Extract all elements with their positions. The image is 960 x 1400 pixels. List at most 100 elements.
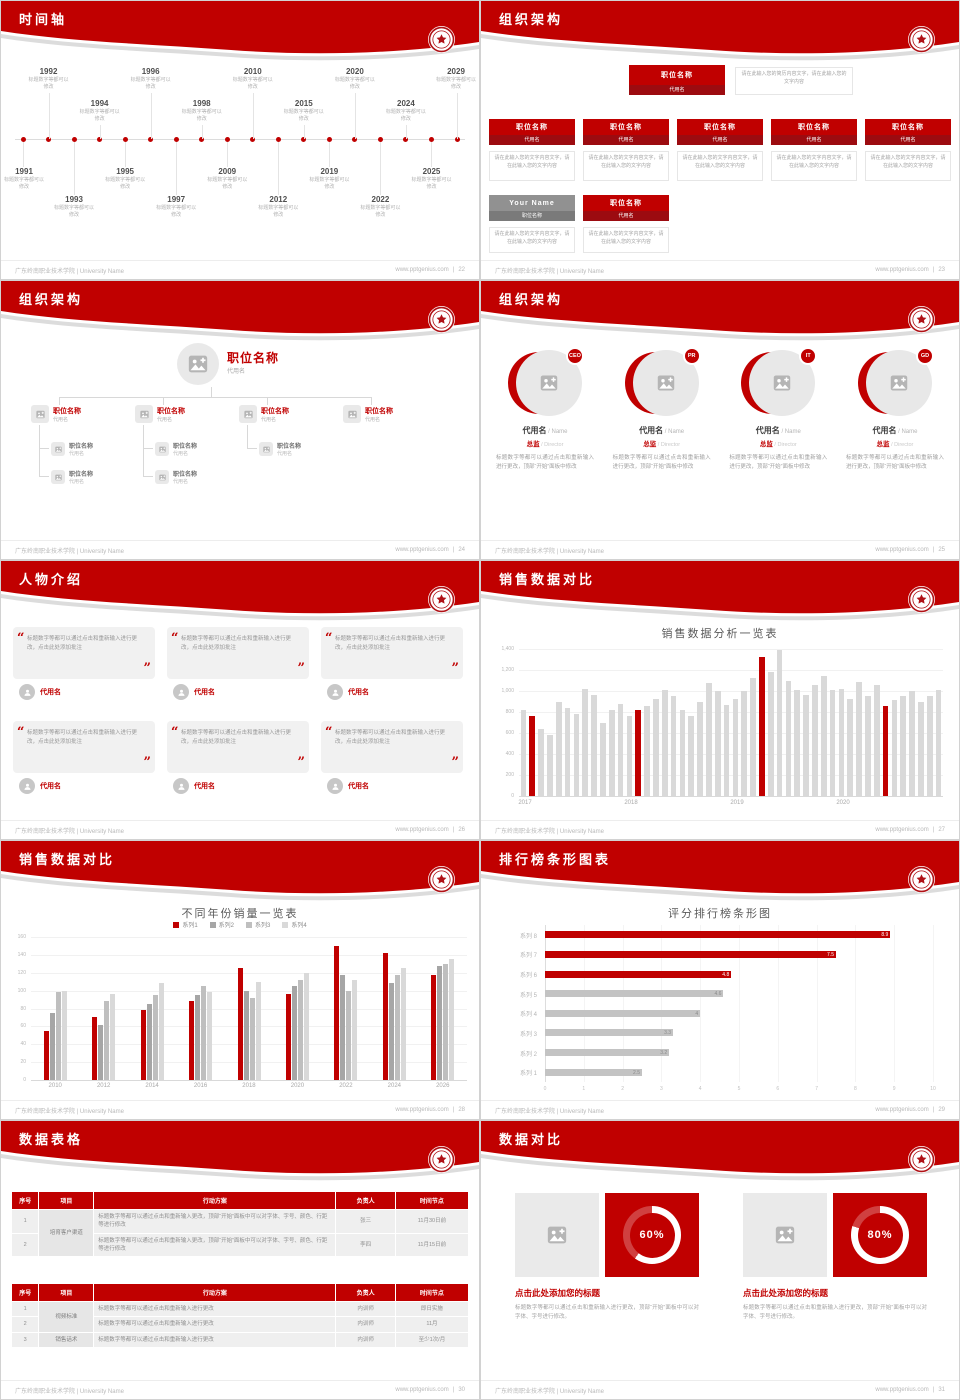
slide-sales-bar-chart[interactable]: 销售数据对比 销售数据分析一览表 0 200 400 600 800 1,000 1,200 1…: [481, 561, 959, 839]
footer-page-number: 28: [458, 1107, 465, 1113]
bar: [140, 1010, 146, 1080]
timeline-canvas: 1991 标题数字等都可以修改 1992 标题数字等都可以修改 1993 标题数字等都可以…: [1, 59, 479, 260]
slide-team-profiles[interactable]: 组织架构 CEO 代用名 / Name 总监 / Director 标题数字等都可以通…: [481, 281, 959, 559]
table-row: 2 标题数字等都可以通过点击和重新输入进行更改 内训师 11月: [10, 1316, 470, 1333]
timeline-entry: 2022 标题数字等都可以修改: [359, 195, 401, 219]
x-axis-label: 1: [582, 1086, 586, 1092]
image-placeholder-icon: [547, 1226, 567, 1244]
slide-org-chart-tree[interactable]: 组织架构 职位名称 代用名 职位名称 代用名 职位名称 代用名 职位名称 代用名 职位名称 代用名…: [1, 281, 479, 559]
gridline: [855, 925, 857, 1082]
gridline: [31, 972, 467, 974]
percent-value: 80%: [867, 1229, 893, 1241]
profile-photo: IT: [741, 347, 818, 417]
slide-org-chart-boxes[interactable]: 组织架构 职位名称 代用名 请在此输入您的简历内容文字，请在此输入您的文字内容 职位名…: [481, 1, 959, 279]
progress-ring: 80%: [851, 1206, 909, 1264]
slide-footer: 广东岭南职业技术学院 | University Name www.pptgeni…: [481, 820, 959, 839]
timeline-entry: 2025 标题数字等都可以修改: [410, 167, 452, 191]
slide-title: 组织架构: [499, 292, 564, 307]
org-connector-line: [211, 387, 212, 397]
bar: [812, 684, 818, 796]
timeline-caption: 标题数字等都可以修改: [105, 177, 146, 190]
open-quote-icon: “: [17, 725, 25, 740]
timeline-year: 2029: [447, 67, 465, 76]
slide-timeline[interactable]: 时间轴 1991 标题数字等都可以修改 1992 标题数字等都可以修改 1993 标题数字…: [1, 1, 479, 279]
bar: [785, 680, 792, 796]
profile-badge: GD: [915, 347, 934, 365]
bar: [545, 1068, 642, 1076]
node-title: 职位名称: [261, 407, 289, 415]
slide-footer: 广东岭南职业技术学院 | University Name www.pptgeni…: [481, 260, 959, 279]
footer-site-url: www.pptgenius.com: [395, 1107, 449, 1113]
timeline-dot: [250, 137, 256, 142]
profile-name-cn: 代用名: [522, 426, 547, 435]
x-axis-label: 2020: [290, 1083, 305, 1089]
slide-ranking-bar-chart[interactable]: 排行榜条形图表 评分排行榜条形图 0 1 2 3 4 5 6 7 8 9 10 系列 8 8.9 系列 7 7…: [481, 841, 959, 1119]
cell-owner: 张三: [335, 1209, 396, 1234]
bar: [255, 981, 261, 1080]
x-axis-label: 2017: [518, 800, 532, 806]
bar-value-label: 8.9: [881, 932, 889, 939]
grouped-bar-chart-canvas: 不同年份销量一览表 系列1 系列2 系列3 系列4 0 20 40 60 80 100 120 140 1…: [1, 899, 479, 1100]
quote-name: 代用名: [194, 783, 215, 790]
bar: [838, 688, 845, 796]
slide-grouped-bar-chart[interactable]: 销售数据对比 不同年份销量一览表 系列1 系列2 系列3 系列4 0 20 40 60 80 100…: [1, 841, 479, 1119]
gridline: [583, 925, 585, 1082]
timeline-dot: [199, 137, 205, 142]
bar: [529, 716, 536, 796]
profile-role-cn: 总监: [526, 441, 540, 448]
quote-bubble: “标题数字等都可以通过点击和重新输入进行更改，点击此处添加批注 ”: [13, 627, 155, 679]
image-placeholder-icon: [262, 446, 270, 452]
category-label: 系列 5: [519, 992, 537, 999]
person-icon: [178, 783, 184, 790]
profile-name-en: / Name: [896, 429, 918, 435]
x-axis-label: 2018: [242, 1083, 256, 1089]
timeline-connector: [278, 142, 280, 195]
profile-name-en: / Name: [663, 429, 685, 435]
y-axis-label: 120: [17, 969, 26, 976]
timeline-caption: 标题数字等都可以修改: [385, 109, 426, 122]
y-axis-label: 140: [17, 951, 26, 958]
timeline-caption: 标题数字等都可以修改: [28, 77, 69, 90]
table-header-cell: 时间节点: [394, 1191, 470, 1210]
gridline: [894, 925, 896, 1082]
org-level2-box: 职位名称 代用名: [771, 119, 857, 145]
slide-people-quotes[interactable]: 人物介绍 “标题数字等都可以通过点击和重新输入进行更改，点击此处添加批注” 代用名…: [1, 561, 479, 839]
x-axis-label: 2022: [339, 1083, 353, 1089]
gridline: [519, 649, 943, 650]
cell-index: 1: [10, 1300, 40, 1318]
gridline: [31, 1044, 467, 1046]
quote-text: 标题数字等都可以通过点击和重新输入进行更改，点击此处添加批注: [335, 636, 446, 651]
data-panel: 60% 点击此处添加您的标题 标题数字等都可以通过点击和重新输入进行更改，顶部“开始…: [515, 1193, 699, 1322]
cell-plan: 标题数字等都可以通过点击和重新输入更改，顶部“开始”面板中可以对字体、字号、颜色…: [93, 1209, 337, 1234]
x-axis-label: 2020: [836, 800, 850, 806]
x-axis-label: 7: [815, 1086, 818, 1092]
slide-data-comparison[interactable]: 数据对比 60% 点击此处添加您的标题 标题数字等都可以通过点击和重新输入进行更改，…: [481, 1121, 959, 1399]
image-placeholder-icon: [158, 474, 166, 480]
profile-description: 标题数字等都可以通过点击和重新输入进行更改，顶部“开始”面板中修改: [612, 455, 711, 470]
slide-footer: 广东岭南职业技术学院 | University Name www.pptgeni…: [481, 1100, 959, 1119]
quote-meta: 代用名: [173, 778, 309, 794]
timeline-connector: [431, 142, 433, 167]
slide-data-tables[interactable]: 数据表格 序号 项目 行动方案 负责人 时间节点 1 培育客户渠道 标题数字等都可以通过点击和…: [1, 1121, 479, 1399]
subnode-title: 职位名称: [69, 444, 94, 450]
table-header-cell: 行动方案: [93, 1191, 337, 1210]
org-node: 职位名称 代用名: [239, 405, 289, 423]
bar: [573, 714, 580, 796]
org-root-note: 请在此输入您的简历内容文字，请在此输入您的文字内容: [735, 67, 853, 95]
timeline-entry: 1991 标题数字等都可以修改: [3, 167, 45, 191]
y-axis-label: 20: [20, 1059, 26, 1066]
slide-footer: 广东岭南职业技术学院 | University Name www.pptgeni…: [481, 540, 959, 559]
bar: [653, 699, 659, 796]
x-axis-label: 2016: [193, 1083, 208, 1089]
quote-name: 代用名: [348, 689, 369, 696]
bar: [847, 699, 854, 796]
bar: [545, 1049, 670, 1057]
y-axis-label: 40: [20, 1041, 26, 1048]
bar: [303, 972, 309, 1080]
node-photo-placeholder: [135, 405, 153, 423]
org-level2-box: 职位名称 代用名: [489, 119, 575, 145]
org-connector-line: [59, 397, 372, 398]
bar: [237, 968, 243, 1080]
action-table-2-body: 1 视频标准 标题数字等都可以通过点击和重新输入进行更改 内训师 即日实施 2 标题数字等都…: [10, 1300, 470, 1348]
footer-page-number: 26: [458, 827, 465, 833]
